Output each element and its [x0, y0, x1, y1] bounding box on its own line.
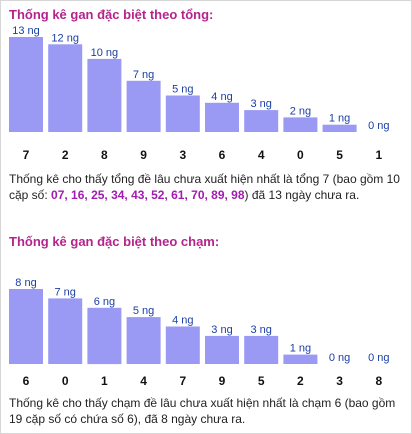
- touch-category-label-4: 4: [140, 374, 147, 388]
- touch-value-label-7: 4 ng: [172, 315, 193, 327]
- sum-description-start: Thống kê cho thấy tổng đề lâu chưa xuất …: [9, 172, 400, 202]
- touch-bar-0: [48, 298, 83, 364]
- touch-category-label-0: 0: [62, 374, 69, 388]
- touch-bar-9: [205, 335, 239, 364]
- touch-chart-title: Thống kê gan đặc biệt theo chạm:: [9, 234, 220, 249]
- touch-category-label-1: 1: [101, 374, 108, 388]
- touch-category-label-3: 3: [336, 374, 343, 388]
- sum-value-label-3: 5 ng: [172, 84, 193, 96]
- sum-chart-title: Thống kê gan đặc biệt theo tổng:: [9, 7, 214, 22]
- touch-category-label-2: 2: [297, 374, 304, 388]
- touch-category-label-7: 7: [179, 374, 186, 388]
- touch-section: Thống kê gan đặc biệt theo chạm: 8 ng 6 7 …: [1, 227, 411, 433]
- sum-bar-4: [244, 110, 279, 132]
- sum-value-label-1: 0 ng: [368, 120, 389, 132]
- sum-bar-6: [205, 102, 239, 132]
- sum-category-label-0: 0: [297, 148, 304, 162]
- sum-bar-9: [126, 80, 161, 132]
- sum-category-label-4: 4: [258, 148, 265, 162]
- touch-value-label-6: 8 ng: [15, 277, 36, 289]
- touch-bar-2: [283, 354, 318, 364]
- sum-value-label-0: 2 ng: [290, 105, 311, 117]
- sum-value-label-4: 3 ng: [250, 98, 271, 110]
- touch-value-label-3: 0 ng: [329, 352, 350, 364]
- touch-value-label-9: 3 ng: [211, 324, 232, 336]
- sum-value-label-8: 10 ng: [91, 47, 119, 59]
- sum-category-label-9: 9: [140, 148, 147, 162]
- touch-category-label-5: 5: [258, 374, 265, 388]
- sum-bar-2: [48, 44, 83, 132]
- touch-bar-1: [87, 307, 122, 365]
- touch-value-label-1: 6 ng: [94, 296, 115, 308]
- touch-category-label-6: 6: [23, 374, 30, 388]
- touch-value-label-8: 0 ng: [368, 352, 389, 364]
- sum-bar-8: [87, 58, 122, 132]
- sum-category-label-7: 7: [23, 148, 30, 162]
- sum-bar-0: [283, 117, 318, 132]
- sum-category-label-2: 2: [62, 148, 69, 162]
- sum-description: Thống kê cho thấy tổng đề lâu chưa xuất …: [9, 171, 407, 203]
- touch-value-label-4: 5 ng: [133, 305, 154, 317]
- sum-value-label-9: 7 ng: [133, 69, 154, 81]
- sum-category-label-5: 5: [336, 148, 343, 162]
- sum-bar-5: [322, 124, 357, 132]
- sum-category-label-3: 3: [179, 148, 186, 162]
- touch-bar-chart: 8 ng 6 7 ng 0 6 ng 1 5 ng 4 4 ng 7 3 ng 9 3 ng 5 1 ng 2…: [9, 277, 390, 388]
- touch-bar-7: [165, 326, 200, 364]
- sum-value-label-2: 12 ng: [51, 32, 79, 44]
- sum-category-label-8: 8: [101, 148, 108, 162]
- sum-value-label-5: 1 ng: [329, 113, 350, 125]
- sum-bar-3: [165, 95, 200, 132]
- touch-category-label-8: 8: [375, 374, 382, 388]
- sum-section: Thống kê gan đặc biệt theo tổng: 13 ng 7 1…: [1, 1, 411, 221]
- sum-value-label-7: 13 ng: [12, 25, 40, 37]
- touch-value-label-2: 1 ng: [290, 343, 311, 355]
- touch-bar-6: [9, 289, 43, 364]
- sum-category-label-1: 1: [375, 148, 382, 162]
- sum-pair-numbers: 07, 16, 25, 34, 43, 52, 61, 70, 89, 98: [51, 188, 245, 202]
- sum-category-label-6: 6: [219, 148, 226, 162]
- sum-bar-7: [9, 37, 43, 132]
- sum-description-end: ) đã 13 ngày chưa ra.: [244, 188, 360, 202]
- touch-bar-4: [126, 317, 161, 364]
- touch-description: Thống kê cho thấy chạm đề lâu chưa xuất …: [9, 396, 396, 426]
- touch-value-label-0: 7 ng: [54, 286, 75, 298]
- touch-value-label-5: 3 ng: [250, 324, 271, 336]
- touch-category-label-9: 9: [219, 374, 226, 388]
- touch-bar-5: [244, 335, 279, 364]
- sum-value-label-6: 4 ng: [211, 91, 232, 103]
